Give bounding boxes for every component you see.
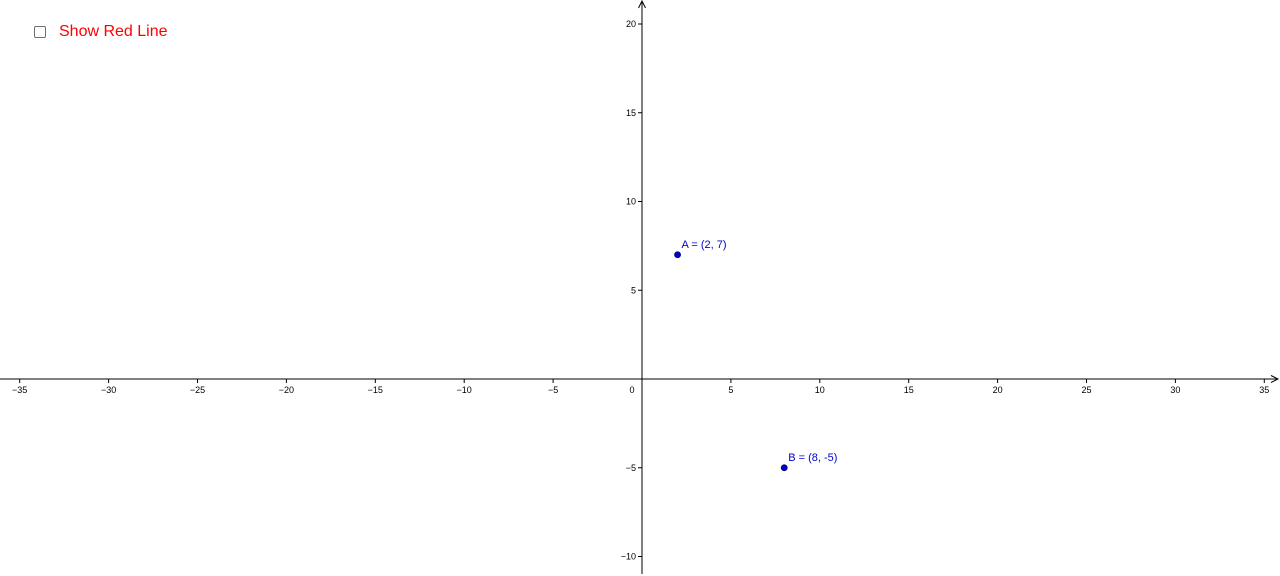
point-b[interactable]	[780, 464, 788, 472]
x-tick-label: 15	[904, 385, 914, 395]
y-axis-arrow	[638, 0, 646, 9]
points-layer: A = (2, 7) B = (8, -5)	[674, 239, 837, 472]
x-tick-label: 10	[815, 385, 825, 395]
y-tick-label: 15	[626, 108, 636, 118]
x-tick-label: −15	[368, 385, 383, 395]
x-tick-label: −30	[101, 385, 116, 395]
x-tick-label: 30	[1170, 385, 1180, 395]
point-a-label: A = (2, 7)	[682, 239, 727, 251]
x-tick-label: 0	[629, 385, 634, 395]
show-red-line-checkbox-row[interactable]: Show Red Line	[34, 20, 168, 44]
show-red-line-checkbox[interactable]	[34, 26, 46, 38]
x-tick-label: 35	[1259, 385, 1269, 395]
x-tick-label: −5	[548, 385, 558, 395]
x-axis-arrow	[1270, 375, 1280, 383]
y-tick-label: 10	[626, 197, 636, 207]
x-tick-label: 25	[1081, 385, 1091, 395]
point-b-label: B = (8, -5)	[788, 452, 837, 464]
y-tick-label: −10	[621, 552, 636, 562]
point-a[interactable]	[674, 251, 681, 259]
show-red-line-label[interactable]: Show Red Line	[59, 23, 168, 40]
y-tick-label: −5	[626, 463, 636, 473]
y-tick-label: 5	[631, 285, 636, 295]
x-tick-label: −10	[457, 385, 472, 395]
x-tick-label: 5	[728, 385, 733, 395]
x-tick-label: −25	[190, 385, 205, 395]
x-tick-label: −20	[279, 385, 294, 395]
y-tick-label: 20	[626, 19, 636, 29]
x-tick-label: −35	[12, 385, 27, 395]
x-tick-label: 20	[993, 385, 1003, 395]
